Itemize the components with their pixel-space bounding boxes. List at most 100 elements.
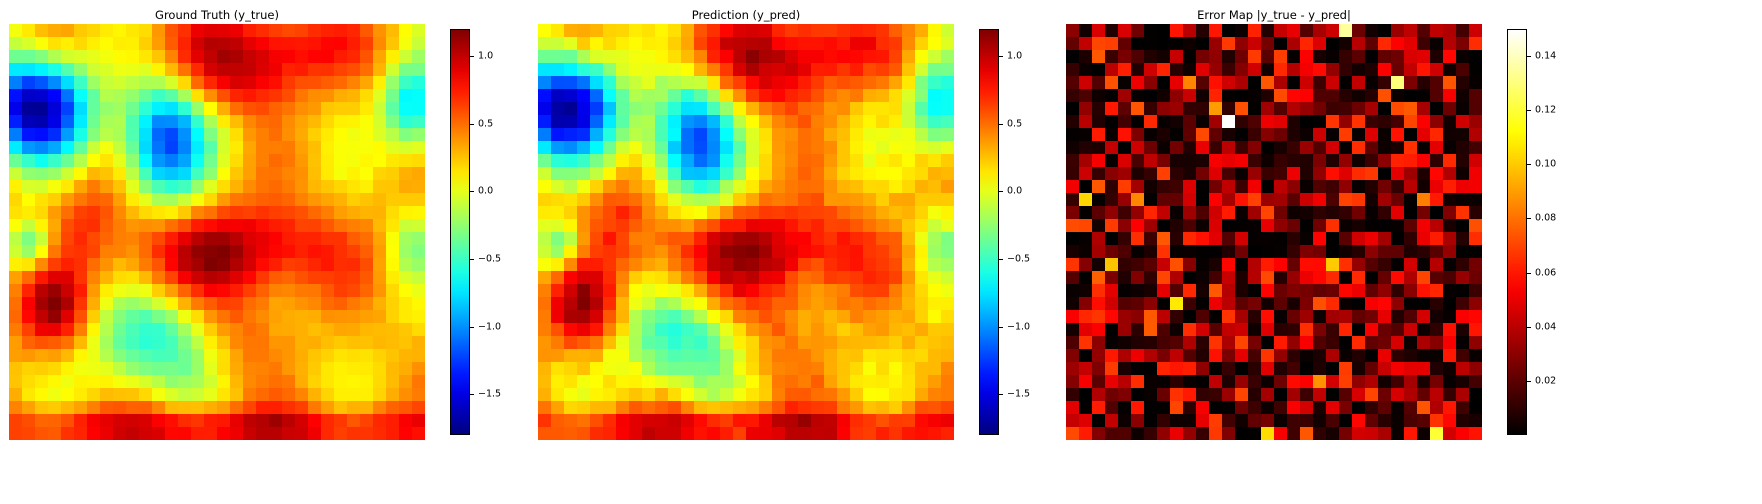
- heatmap-cell: [1300, 232, 1314, 246]
- heatmap-cell: [295, 271, 309, 285]
- heatmap-cell: [1222, 24, 1236, 38]
- heatmap-cell: [1105, 388, 1119, 402]
- heatmap-cell: [1248, 63, 1262, 77]
- heatmap-cell: [603, 349, 617, 363]
- heatmap-cell: [1248, 50, 1262, 64]
- heatmap-cell: [1417, 297, 1431, 311]
- heatmap-cell: [564, 115, 578, 129]
- heatmap-cell: [1313, 167, 1327, 181]
- heatmap-cell: [850, 375, 864, 389]
- heatmap-cell: [1248, 219, 1262, 233]
- heatmap-cell: [720, 102, 734, 116]
- heatmap-cell: [256, 50, 270, 64]
- heatmap-cell: [1248, 362, 1262, 376]
- heatmap-cell: [282, 414, 296, 428]
- heatmap-cell: [629, 362, 643, 376]
- heatmap-cell: [1105, 141, 1119, 155]
- heatmap-cell: [577, 128, 591, 142]
- heatmap-cell: [642, 37, 656, 51]
- heatmap-cell: [694, 154, 708, 168]
- heatmap-cell: [61, 284, 75, 298]
- heatmap-cell: [1326, 63, 1340, 77]
- heatmap-cell: [48, 323, 62, 337]
- heatmap-cell: [217, 245, 231, 259]
- heatmap-cell: [1092, 50, 1106, 64]
- heatmap-cell: [22, 206, 36, 220]
- heatmap-cell: [1092, 414, 1106, 428]
- heatmap-cell: [876, 336, 890, 350]
- colorbar-tick-label: 0.02: [1535, 375, 1557, 387]
- heatmap-cell: [1261, 219, 1275, 233]
- heatmap-cell: [113, 193, 127, 207]
- heatmap-cell: [642, 245, 656, 259]
- heatmap-cell: [139, 245, 153, 259]
- heatmap-cell: [217, 115, 231, 129]
- heatmap-cell: [48, 180, 62, 194]
- heatmap-cell: [74, 128, 88, 142]
- heatmap-cell: [941, 375, 954, 389]
- heatmap-cell: [707, 167, 721, 181]
- ground-truth-title: Ground Truth (y_true): [155, 8, 279, 22]
- heatmap-cell: [334, 323, 348, 337]
- heatmap-cell: [412, 427, 425, 440]
- heatmap-cell: [74, 219, 88, 233]
- heatmap-cell: [100, 414, 114, 428]
- heatmap-cell: [1105, 336, 1119, 350]
- heatmap-cell: [837, 141, 851, 155]
- heatmap-cell: [1079, 375, 1093, 389]
- heatmap-cell: [360, 258, 374, 272]
- heatmap-cell: [1469, 271, 1482, 285]
- heatmap-cell: [256, 37, 270, 51]
- heatmap-cell: [928, 297, 942, 311]
- heatmap-cell: [811, 115, 825, 129]
- heatmap-cell: [642, 362, 656, 376]
- heatmap-cell: [1391, 24, 1405, 38]
- heatmap-cell: [551, 310, 565, 324]
- heatmap-cell: [1209, 414, 1223, 428]
- heatmap-cell: [837, 271, 851, 285]
- heatmap-cell: [1222, 102, 1236, 116]
- heatmap-cell: [1300, 297, 1314, 311]
- heatmap-cell: [35, 206, 49, 220]
- heatmap-cell: [850, 414, 864, 428]
- heatmap-cell: [230, 245, 244, 259]
- heatmap-cell: [386, 284, 400, 298]
- heatmap-cell: [152, 219, 166, 233]
- heatmap-cell: [165, 427, 179, 440]
- heatmap-cell: [850, 271, 864, 285]
- heatmap-cell: [837, 115, 851, 129]
- heatmap-cell: [126, 362, 140, 376]
- heatmap-cell: [1365, 401, 1379, 415]
- heatmap-cell: [655, 375, 669, 389]
- heatmap-cell: [915, 362, 929, 376]
- heatmap-cell: [681, 76, 695, 90]
- prediction-heatmap: [538, 24, 954, 440]
- heatmap-cell: [9, 128, 23, 142]
- heatmap-cell: [9, 180, 23, 194]
- heatmap-cell: [876, 89, 890, 103]
- heatmap-cell: [243, 323, 257, 337]
- heatmap-cell: [733, 401, 747, 415]
- heatmap-cell: [321, 180, 335, 194]
- heatmap-cell: [1352, 128, 1366, 142]
- heatmap-cell: [772, 310, 786, 324]
- heatmap-cell: [1404, 310, 1418, 324]
- heatmap-cell: [1326, 180, 1340, 194]
- heatmap-cell: [642, 180, 656, 194]
- heatmap-cell: [22, 128, 36, 142]
- heatmap-cell: [629, 310, 643, 324]
- heatmap-cell: [1391, 362, 1405, 376]
- heatmap-cell: [191, 89, 205, 103]
- heatmap-cell: [759, 89, 773, 103]
- heatmap-cell: [603, 336, 617, 350]
- heatmap-cell: [1456, 297, 1470, 311]
- heatmap-cell: [1183, 349, 1197, 363]
- heatmap-cell: [334, 219, 348, 233]
- heatmap-cell: [1222, 427, 1236, 440]
- heatmap-cell: [1092, 128, 1106, 142]
- heatmap-cell: [642, 102, 656, 116]
- heatmap-cell: [811, 193, 825, 207]
- heatmap-cell: [1235, 154, 1249, 168]
- heatmap-cell: [1248, 141, 1262, 155]
- heatmap-cell: [1157, 50, 1171, 64]
